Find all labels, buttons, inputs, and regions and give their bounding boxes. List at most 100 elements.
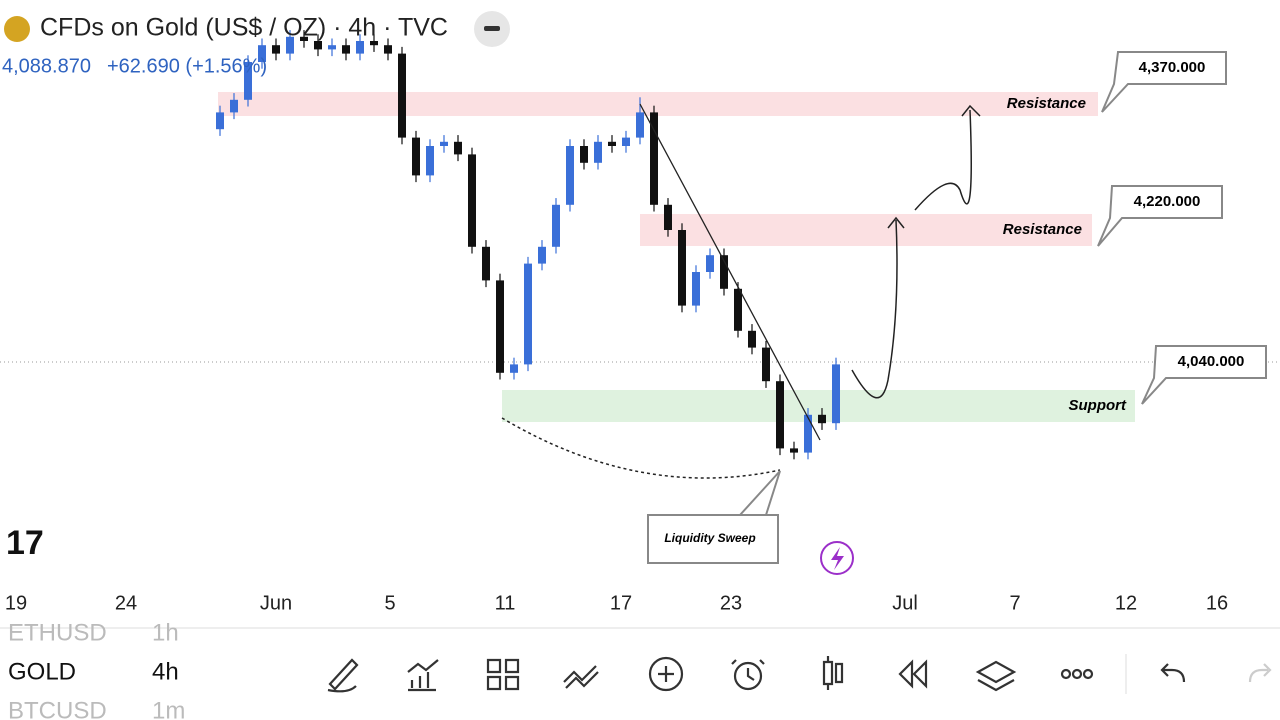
trend-line: [639, 103, 821, 441]
draw-tool[interactable]: [327, 658, 359, 693]
candle-body: [216, 112, 224, 130]
candle-body: [230, 99, 238, 113]
candle-body: [804, 414, 812, 453]
watchlist: ETHUSD 1h GOLD 4h BTCUSD 1m: [8, 619, 185, 720]
sweep-curve: [501, 417, 781, 479]
replay-tool[interactable]: [898, 659, 928, 689]
candle-body: [692, 272, 700, 306]
flash-bolt: [831, 547, 844, 570]
candle-body: [314, 41, 322, 50]
candle-body: [272, 45, 280, 54]
x-tick-label: 5: [384, 592, 395, 614]
price-callout: 4,370.000: [1139, 59, 1206, 76]
zone-label: Support: [1069, 397, 1127, 414]
candle-body: [356, 41, 364, 54]
compare-tool[interactable]: [563, 665, 599, 689]
candle-body: [636, 112, 644, 138]
annotation: Liquidity Sweep: [664, 531, 755, 545]
candle-body: [342, 45, 350, 54]
candle-body: [524, 263, 532, 365]
x-tick-label: 17: [610, 592, 632, 614]
candles: [216, 30, 840, 460]
more-tool[interactable]: [1082, 668, 1094, 680]
candle-body: [664, 204, 672, 230]
candle-body: [286, 36, 294, 54]
watch-symbol[interactable]: GOLD: [8, 658, 76, 685]
watch-interval: 1h: [152, 619, 179, 646]
candle-body: [594, 141, 602, 163]
tv-logo: 17: [6, 524, 44, 562]
callout-boxes: [647, 51, 1267, 564]
candle-body: [776, 381, 784, 449]
price-callout: 4,220.000: [1134, 193, 1201, 210]
layout-tool[interactable]: [486, 658, 520, 691]
x-tick-label: Jul: [892, 592, 918, 614]
resistance-zone: [218, 92, 1098, 116]
zone-label: Resistance: [1003, 221, 1082, 238]
watch-interval: 4h: [152, 658, 179, 685]
x-tick-label: 23: [720, 592, 742, 614]
candle-body: [482, 246, 490, 281]
candle-body: [790, 448, 798, 453]
candle-body: [510, 364, 518, 373]
candle-body: [496, 280, 504, 373]
candle-body: [328, 45, 336, 50]
flash-icon[interactable]: [820, 541, 854, 575]
watch-symbol[interactable]: BTCUSD: [8, 697, 107, 720]
x-tick-label: Jun: [260, 592, 292, 614]
candle-body: [426, 146, 434, 176]
candle-body: [650, 112, 658, 205]
x-tick-label: 24: [115, 592, 137, 614]
undo[interactable]: [1160, 663, 1186, 683]
toolbar: [327, 656, 1272, 693]
candle-body: [832, 364, 840, 424]
price-change: +62.690 (+1.56%): [107, 55, 267, 77]
candle-body: [454, 141, 462, 155]
candle-body: [552, 204, 560, 247]
candle-body: [244, 62, 252, 100]
x-tick-label: 16: [1206, 592, 1228, 614]
candle-body: [678, 230, 686, 306]
candle-body: [762, 347, 770, 382]
candle-body: [370, 41, 378, 46]
candle-body: [384, 45, 392, 54]
x-tick-label: 7: [1009, 592, 1020, 614]
x-tick-label: 19: [5, 592, 27, 614]
projection-arrow: [851, 104, 981, 399]
symbol-title[interactable]: CFDs on Gold (US$ / OZ) · 4h · TVC: [40, 14, 448, 42]
candle-body: [608, 141, 616, 146]
watch-interval: 1m: [152, 697, 185, 720]
collapse-icon: [484, 26, 500, 31]
alert-tool[interactable]: [733, 661, 763, 691]
candle-body: [748, 330, 756, 348]
candle-body: [538, 246, 546, 264]
zone-label: Resistance: [1007, 95, 1086, 112]
redo[interactable]: [1248, 663, 1272, 683]
add-tool[interactable]: [648, 656, 684, 692]
last-price: 4,088.870: [2, 55, 91, 77]
candle-body: [398, 53, 406, 138]
candle-body: [300, 36, 308, 41]
watch-symbol[interactable]: ETHUSD: [8, 619, 107, 646]
candle-body: [622, 137, 630, 146]
candle-body: [468, 154, 476, 247]
gold-icon: [4, 16, 30, 42]
candle-body: [566, 146, 574, 205]
candle-body: [706, 255, 714, 272]
price-callout: 4,040.000: [1178, 353, 1245, 370]
candle-body: [580, 146, 588, 163]
layers-tool[interactable]: [975, 660, 1017, 692]
resistance-zone: [640, 214, 1092, 246]
candle-body: [258, 45, 266, 62]
x-tick-label: 12: [1115, 592, 1137, 614]
x-tick-label: 11: [495, 592, 516, 614]
candle-body: [720, 255, 728, 289]
indicators-tool[interactable]: [407, 659, 439, 692]
candle-body: [412, 137, 420, 176]
chart-type-tool[interactable]: [822, 656, 844, 690]
x-axis: 19 24 Jun 5 11 17 23 Jul 7 12 16: [5, 592, 1228, 614]
candle-body: [440, 141, 448, 146]
candle-body: [818, 414, 826, 424]
